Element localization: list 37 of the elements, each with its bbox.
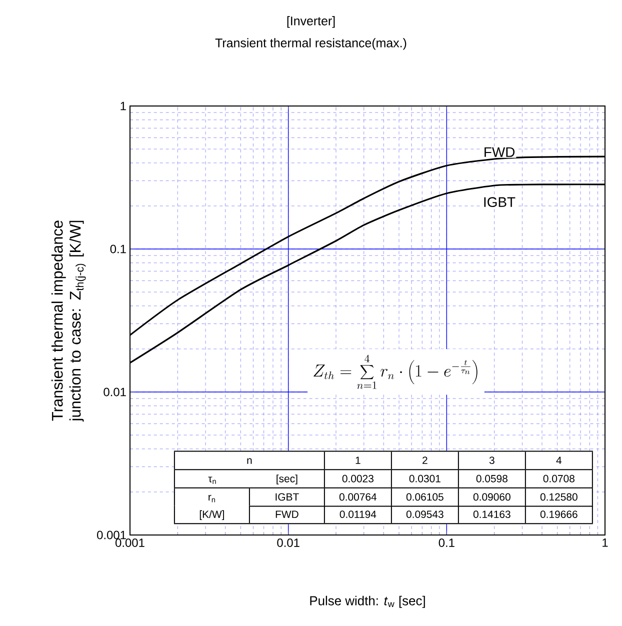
annotation: 3 [489,456,494,464]
y-tick-label: 0.01 [104,388,126,396]
annotation: r$_{n}$ [208,494,215,502]
x-tick-label: 0.001 [116,538,144,547]
annotation: 0.14163 [473,510,510,518]
annotation: 0.0598 [476,474,508,482]
annotation: 0.01194 [340,510,376,518]
annotation: 0.12580 [540,493,578,501]
annotation: IGBT [276,493,299,501]
y-tick-label: 0.001 [97,530,126,540]
y-tick-label: 1 [120,102,126,110]
annotation: $Z_{th} = \sum_{n=1}^{4} r_n \cdot \left(1 - e^{-\frac{t}{\tau_n}}\right)$ [314,354,478,389]
x-tick-label: 0.1 [438,538,454,547]
chart-subtitle: Transient thermal resistance(max.) [215,38,406,50]
annotation: 0.0301 [409,474,440,482]
annotation: 0.06105 [406,493,444,501]
annotation: n [247,458,252,464]
annotation: 4 [556,456,562,464]
annotation: τ$_{n}$ [208,476,216,484]
annotation: 1 [356,456,360,464]
annotation: 0.0023 [342,474,374,482]
annotation: [sec] [276,474,298,484]
chart-title: [Inverter] [287,16,335,28]
annotation: 2 [422,456,428,464]
annotation: 0.09543 [406,510,444,518]
x-tick-label: 1 [602,538,608,547]
series-label: FWD [484,147,515,157]
annotation: FWD [276,510,298,518]
annotation: 0.00764 [339,493,377,501]
y-tick-label: 0.1 [110,244,126,254]
x-axis-title: Pulse width: t$_{w}$ [sec] [310,596,425,608]
x-tick-label: 0.01 [277,538,300,547]
annotation: 0.19666 [540,510,578,518]
annotation: 0.0708 [543,474,574,482]
annotation: [K/W] [200,510,224,520]
series-label: IGBT [484,197,516,208]
annotation: 0.09060 [473,493,510,501]
